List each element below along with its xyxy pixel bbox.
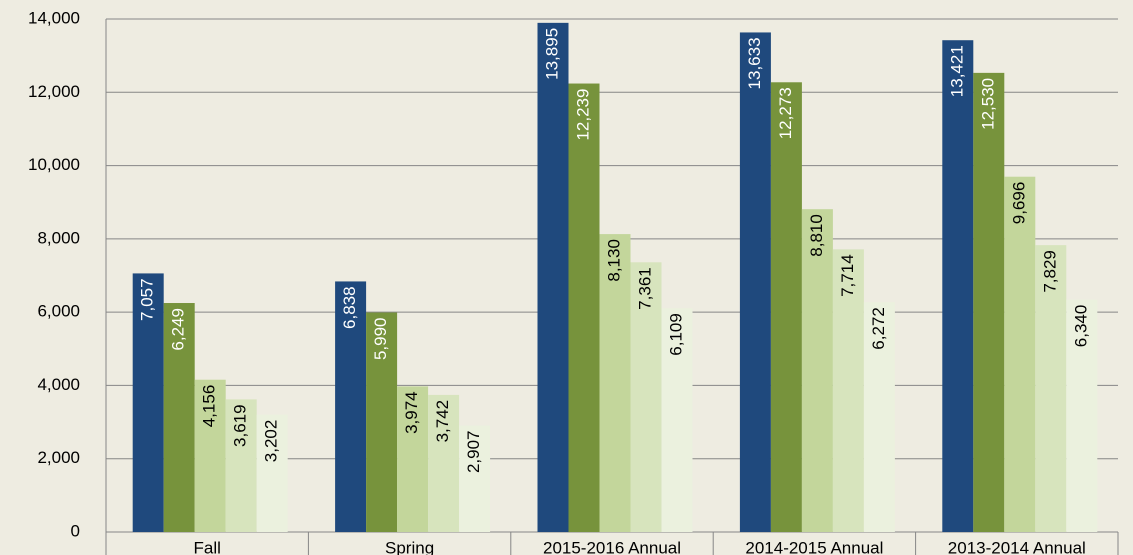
data-label: 13,895: [542, 28, 561, 80]
data-label: 3,202: [262, 420, 281, 463]
data-label: 3,742: [433, 400, 452, 443]
data-label: 2,907: [464, 430, 483, 473]
bar: [397, 386, 429, 532]
bar: [1004, 176, 1036, 532]
y-tick-label: 6,000: [37, 302, 80, 321]
x-tick-label: 2014-2015 Annual: [745, 538, 883, 555]
x-tick-label: 2013-2014 Annual: [948, 538, 1086, 555]
bar: [942, 40, 974, 532]
bar: [599, 234, 631, 532]
bar: [973, 72, 1005, 533]
data-label: 5,990: [371, 318, 390, 361]
data-label: 7,057: [138, 278, 157, 321]
bar: [335, 281, 367, 532]
y-tick-label: 0: [71, 521, 80, 540]
x-tick-label: Fall: [193, 538, 220, 555]
bar: [832, 249, 864, 532]
bar: [194, 379, 226, 532]
data-label: 6,838: [340, 286, 359, 329]
data-label: 12,530: [978, 78, 997, 130]
bar: [739, 32, 771, 532]
data-label: 6,109: [666, 313, 685, 356]
bar: [770, 82, 802, 532]
bar: [661, 308, 693, 532]
data-label: 13,633: [745, 37, 764, 89]
data-label: 7,714: [838, 254, 857, 297]
y-tick-label: 4,000: [37, 375, 80, 394]
bar: [863, 302, 895, 532]
data-label: 7,361: [635, 267, 654, 310]
y-tick-label: 8,000: [37, 228, 80, 247]
bar: [459, 425, 491, 532]
data-label: 6,340: [1071, 305, 1090, 348]
x-tick-label: 2015-2016 Annual: [543, 538, 681, 555]
bar: [256, 414, 288, 532]
data-label: 8,130: [604, 239, 623, 282]
bar: [801, 209, 833, 532]
y-tick-label: 12,000: [28, 82, 80, 101]
bar: [366, 312, 398, 532]
bar: [428, 394, 460, 532]
bar: [537, 22, 569, 532]
data-label: 12,239: [573, 89, 592, 141]
y-tick-label: 2,000: [37, 448, 80, 467]
bar: [1035, 245, 1067, 532]
bar: [630, 262, 662, 532]
bar: [568, 83, 600, 532]
y-tick-label: 14,000: [28, 8, 80, 27]
bar: [132, 273, 164, 532]
data-label: 3,974: [402, 391, 421, 434]
data-label: 9,696: [1009, 182, 1028, 225]
data-label: 7,829: [1040, 250, 1059, 293]
bar: [163, 303, 195, 532]
bar: [225, 399, 257, 532]
y-tick-label: 10,000: [28, 155, 80, 174]
x-tick-label: Spring: [385, 538, 434, 555]
data-label: 4,156: [200, 385, 219, 428]
data-label: 3,619: [231, 404, 250, 447]
data-label: 13,421: [947, 45, 966, 97]
data-label: 12,273: [776, 87, 795, 139]
data-label: 6,249: [169, 308, 188, 351]
bar: [1066, 299, 1098, 532]
data-label: 8,810: [807, 214, 826, 257]
data-label: 6,272: [869, 307, 888, 350]
